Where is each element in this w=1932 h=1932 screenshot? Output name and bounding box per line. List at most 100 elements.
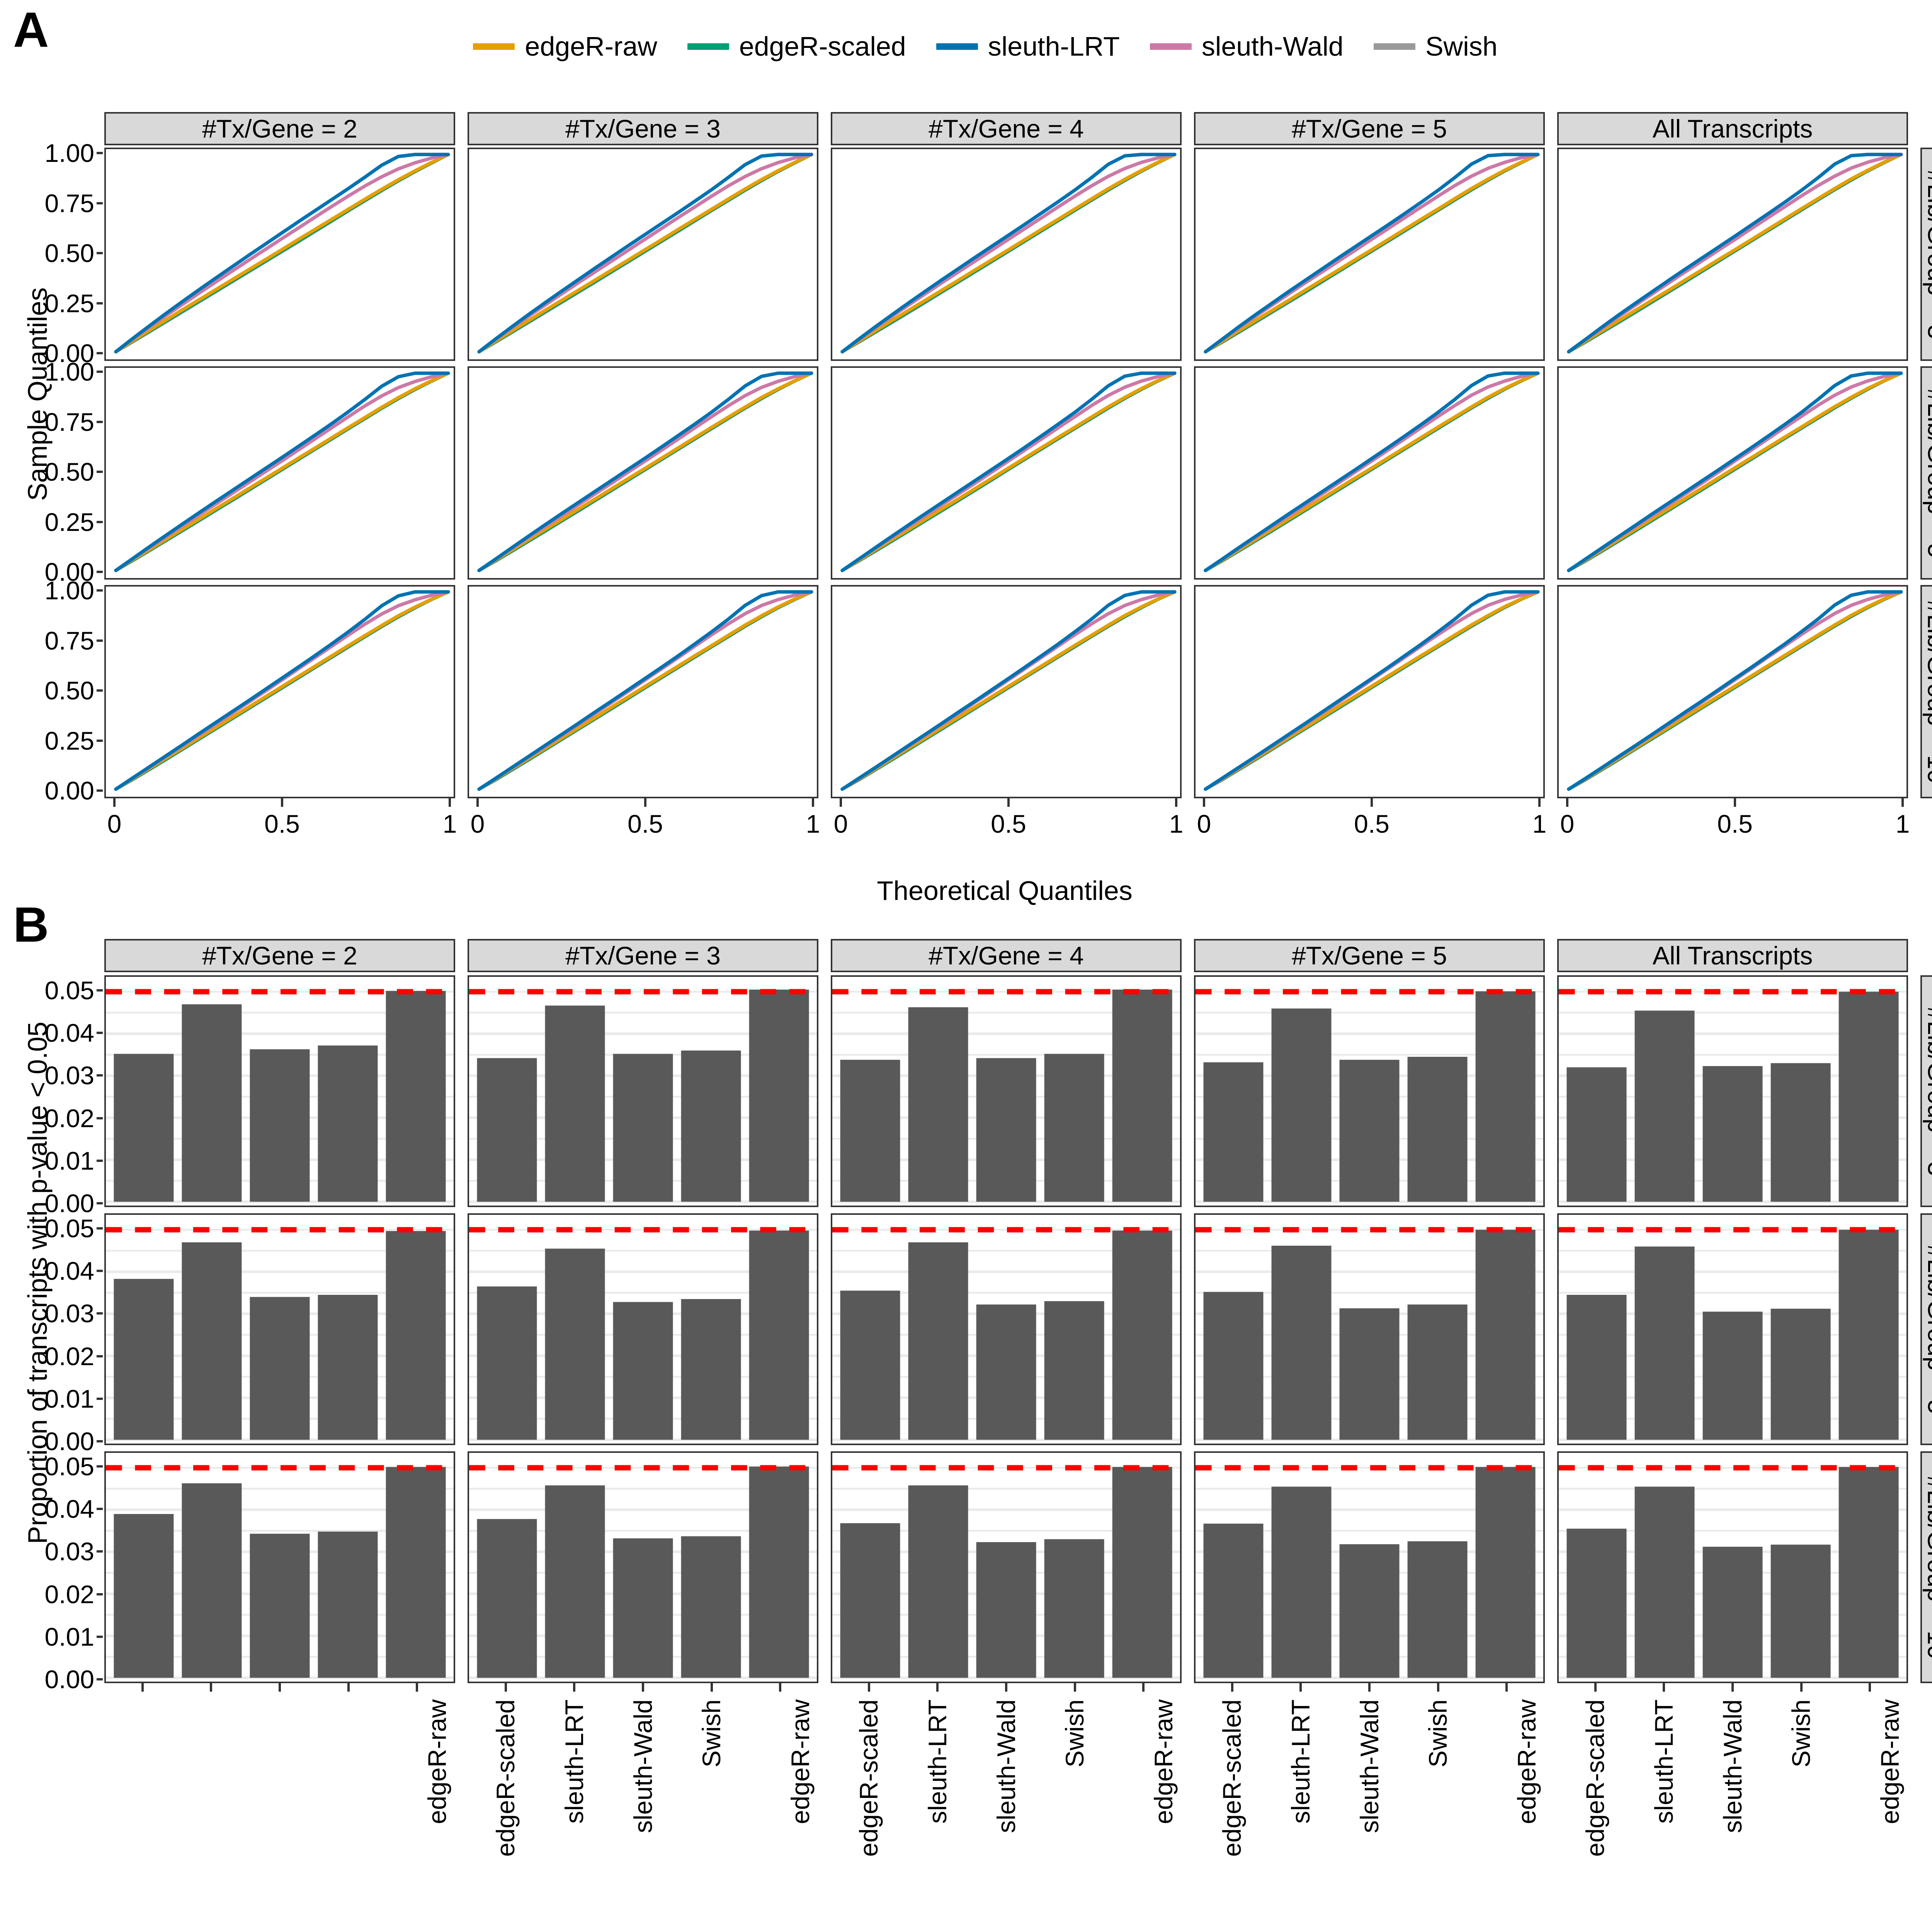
bar-sleuth-lrt [1339, 1544, 1400, 1678]
strip-label: #Tx/Gene = 3 [565, 941, 721, 970]
bar-edger-scaled [182, 1242, 242, 1440]
bar-edger-scaled [1634, 1486, 1695, 1678]
panel-b-ytick: 0.03 [0, 1061, 94, 1090]
qq-line-sleuth-lrt [477, 153, 813, 354]
strip-label: #Lib/Group = 3 [1923, 169, 1932, 339]
panel-a-cell-r2-c4 [1557, 585, 1908, 798]
bar-swish [1838, 992, 1899, 1202]
bar-edger-raw [1203, 1524, 1264, 1678]
panel-a-xtick: 0.5 [1354, 810, 1389, 838]
panel-b-ytick: 0.03 [0, 1299, 94, 1328]
panel-a-cell-r0-c1 [468, 148, 818, 361]
bar-edger-raw [840, 1523, 900, 1678]
panel-a-cell-r2-c2 [831, 585, 1182, 798]
panel-b-xtick-label: edgeR-raw [1149, 1699, 1178, 1824]
panel-b-xtick-label: Swish [1060, 1699, 1089, 1768]
panel-a-xtick-mark [1007, 798, 1010, 807]
panel-b-xtick-mark [279, 1683, 281, 1692]
panel-a-cell-r2-c3 [1194, 585, 1545, 798]
bar-sleuth-lrt [250, 1297, 310, 1440]
panel-b-ytick: 0.02 [0, 1342, 94, 1371]
panel-b-xtick-mark [573, 1683, 576, 1692]
bar-edger-raw [1203, 1062, 1264, 1202]
bar-edger-scaled [1271, 1486, 1332, 1678]
panel-b-xtick-mark [710, 1683, 713, 1692]
panel-a-xtick-mark [812, 798, 814, 807]
panel-b-ytick: 0.03 [0, 1537, 94, 1566]
panel-b-xtick-label: edgeR-raw [1512, 1699, 1541, 1824]
qq-line-edger-raw [114, 153, 450, 354]
panel-b-xtick-label: sleuth-LRT [923, 1699, 952, 1824]
bar-sleuth-lrt [1339, 1060, 1400, 1202]
bar-sleuth-lrt [976, 1304, 1036, 1440]
bar-sleuth-wald [1044, 1539, 1104, 1678]
panel-b-cell-r0-c3 [1194, 975, 1545, 1207]
legend-label: edgeR-raw [525, 31, 657, 61]
panel-b-ytick: 0.00 [0, 1189, 94, 1218]
panel-b-xtick-mark [1594, 1683, 1597, 1692]
panel-a-ytick: 0.50 [0, 238, 94, 268]
qq-line-edger-raw [114, 371, 450, 572]
panel-a-xtick: 0.5 [991, 810, 1026, 838]
bar-sleuth-wald [681, 1536, 741, 1678]
panel-b-xtick-mark [1368, 1683, 1371, 1692]
panel-b-xtick-label: sleuth-LRT [560, 1699, 588, 1824]
qq-line-edger-raw [1567, 371, 1903, 572]
panel-a-col-strip-0: #Tx/Gene = 2 [104, 112, 455, 145]
panel-a-cell-r0-c4 [1557, 148, 1908, 361]
bar-sleuth-wald [1407, 1541, 1468, 1678]
panel-a-xtick-mark [644, 798, 646, 807]
panel-a-xtick: 0.5 [1717, 810, 1753, 838]
bar-sleuth-wald [318, 1045, 378, 1202]
panel-b-xtick-label: Swish [1423, 1699, 1452, 1768]
panel-b-xtick-label: Swish [1787, 1699, 1816, 1768]
panel-b-xtick-label: edgeR-raw [1875, 1699, 1904, 1824]
qq-line-edger-raw [1204, 153, 1540, 354]
strip-label: #Tx/Gene = 2 [202, 114, 357, 143]
bar-swish [1838, 1230, 1899, 1440]
panel-a-xtick-mark [840, 798, 842, 807]
panel-a-col-strip-3: #Tx/Gene = 5 [1194, 112, 1545, 145]
strip-label: #Tx/Gene = 5 [1292, 114, 1447, 143]
qq-line-edger-raw [477, 371, 813, 572]
qq-line-sleuth-lrt [1567, 153, 1903, 354]
qq-line-edger-raw [1204, 371, 1540, 572]
bar-sleuth-lrt [976, 1542, 1036, 1678]
bar-swish [1475, 1467, 1536, 1678]
bar-sleuth-lrt [250, 1049, 310, 1202]
panel-b-row-strip-2: #Lib/Group = 10 [1920, 1451, 1932, 1683]
bar-edger-scaled [1634, 1010, 1695, 1202]
bar-edger-scaled [545, 1485, 605, 1678]
strip-label: #Lib/Group = 5 [1923, 1244, 1932, 1414]
panel-a-xtick: 0 [833, 810, 848, 838]
bar-swish [1838, 1467, 1899, 1678]
strip-label: #Tx/Gene = 5 [1292, 941, 1447, 970]
panel-b-xtick-mark [1142, 1683, 1145, 1692]
grid-corner-spacer [1920, 939, 1932, 969]
panel-b-xtick-mark [1073, 1683, 1076, 1692]
qq-line-sleuth-lrt [840, 371, 1177, 572]
qq-line-sleuth-lrt [840, 153, 1177, 354]
panel-b-cell-r1-c2 [831, 1213, 1182, 1445]
panel-b-cell-r0-c1 [468, 975, 818, 1207]
panel-a-x-axis-title: Theoretical Quantiles [877, 876, 1133, 906]
panel-b-ytick: 0.04 [0, 1256, 94, 1286]
panel-a-cell-r1-c2 [831, 366, 1182, 580]
panel-a-xtick: 0 [470, 810, 485, 838]
strip-label: All Transcripts [1652, 941, 1813, 970]
strip-label: All Transcripts [1652, 114, 1813, 143]
qq-line-edger-raw [477, 590, 813, 791]
panel-b-xtick-mark [210, 1683, 213, 1692]
qq-line-sleuth-lrt [114, 153, 450, 354]
panel-b-facet-grid: #Tx/Gene = 2 #Tx/Gene = 3 #Tx/Gene = 4 #Tx/… [104, 939, 1932, 1683]
qq-line-edger-raw [1204, 590, 1540, 791]
bar-sleuth-wald [1407, 1304, 1468, 1440]
panel-b-ytick: 0.04 [0, 1018, 94, 1048]
legend-swatch-icon [1373, 43, 1415, 50]
legend-item-edger-raw: edgeR-raw [473, 33, 657, 60]
panel-b-xtick-mark [936, 1683, 939, 1692]
strip-label: #Lib/Group = 3 [1923, 1006, 1932, 1176]
legend-item-swish: Swish [1373, 33, 1498, 60]
panel-a-xtick-mark [281, 798, 283, 807]
strip-label: #Lib/Group = 10 [1923, 1475, 1932, 1659]
